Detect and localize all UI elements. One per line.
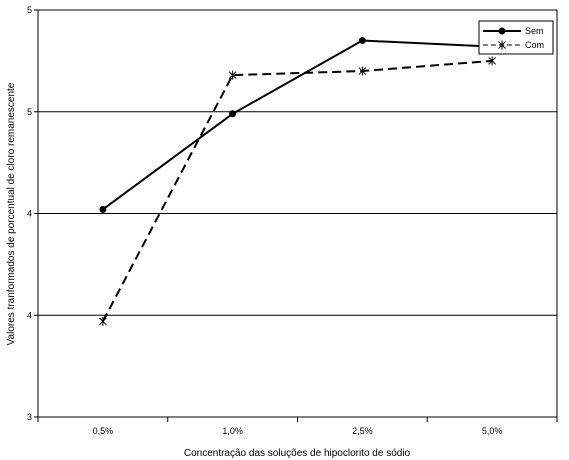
y-tick-label: 5	[27, 107, 32, 117]
data-point-sem	[99, 205, 107, 213]
x-tick-labels: 0,5% 1,0% 2,5% 5,0%	[93, 426, 503, 436]
y-tick-label: 4	[27, 209, 32, 219]
y-axis-title: Valores tranformados de porcentual de cl…	[6, 82, 17, 345]
y-tick-labels: 3 4 4 5 5	[27, 5, 32, 422]
data-point-com	[99, 316, 107, 326]
gridlines	[34, 9, 557, 418]
series-line-sem	[102, 39, 493, 211]
axes	[37, 9, 558, 422]
legend: Sem Com	[478, 20, 554, 55]
data-point-sem	[358, 37, 366, 45]
x-tick-label: 5,0%	[482, 426, 503, 436]
legend-box	[478, 20, 554, 55]
series-line-com	[101, 59, 493, 322]
x-tick-label: 0,5%	[93, 426, 114, 436]
data-point-com	[488, 56, 496, 66]
y-tick-label: 4	[27, 310, 32, 320]
legend-label-com: Com	[525, 40, 544, 50]
x-tick-label: 1,0%	[222, 426, 243, 436]
data-point-com	[228, 70, 237, 80]
y-tick-label: 3	[27, 412, 32, 422]
x-tick-label: 2,5%	[352, 426, 373, 436]
data-point-com	[358, 66, 367, 76]
data-point-sem	[229, 110, 237, 118]
legend-marker-com	[498, 40, 506, 50]
legend-label-sem: Sem	[525, 26, 544, 36]
y-tick-label: 5	[27, 5, 32, 15]
x-axis-title: Concentração das soluções de hipoclorito…	[184, 448, 411, 459]
legend-marker-sem	[498, 27, 506, 35]
